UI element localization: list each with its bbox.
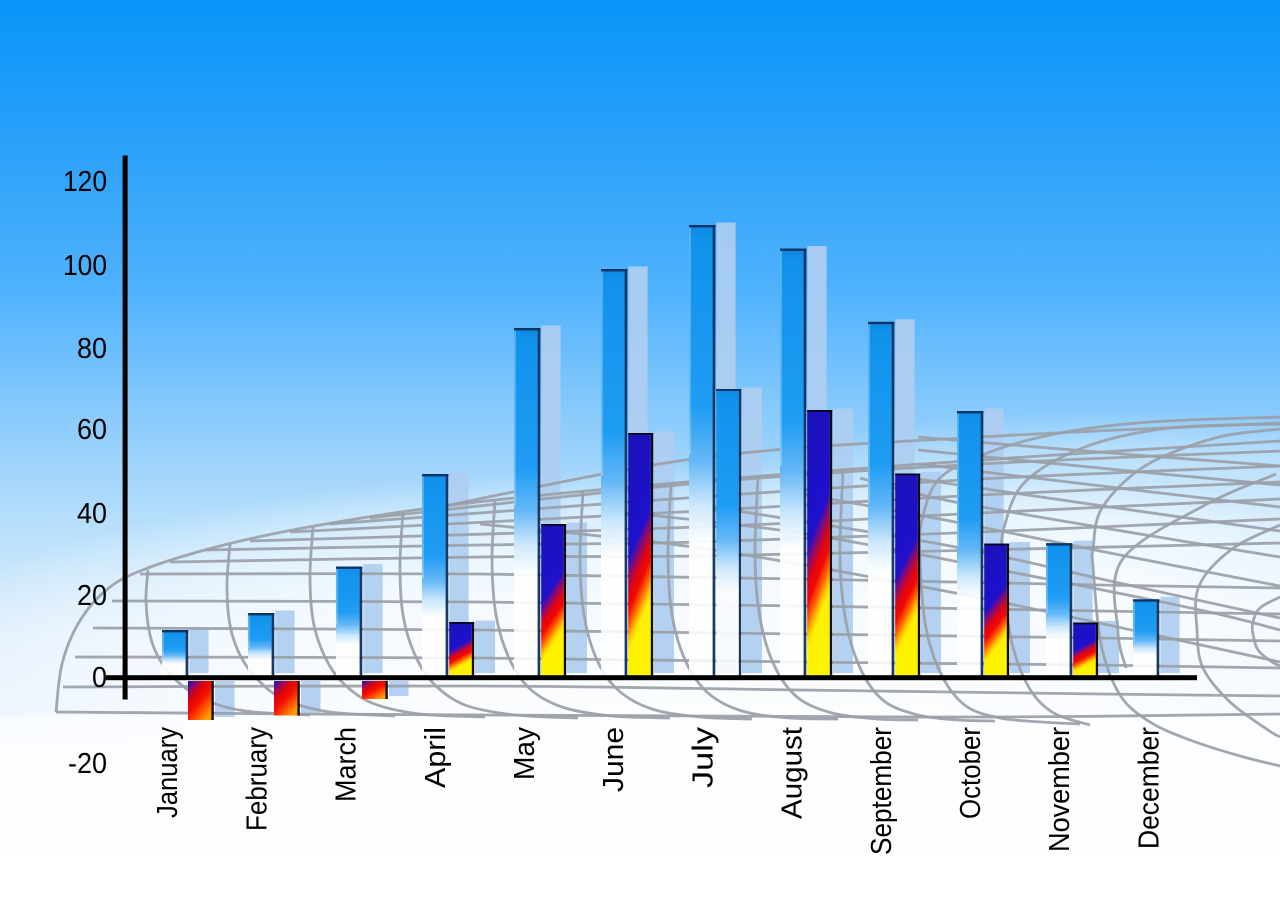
svg-text:60: 60 <box>77 414 107 446</box>
svg-text:September: September <box>866 727 898 855</box>
svg-text:100: 100 <box>63 250 107 282</box>
svg-text:April: April <box>420 727 452 788</box>
svg-text:0: 0 <box>92 662 107 694</box>
svg-text:20: 20 <box>77 580 107 612</box>
svg-text:-20: -20 <box>68 748 107 780</box>
svg-text:December: December <box>1133 727 1165 849</box>
svg-text:80: 80 <box>77 333 107 365</box>
svg-text:May: May <box>509 727 541 780</box>
svg-text:August: August <box>777 727 809 819</box>
svg-text:June: June <box>598 727 630 792</box>
svg-text:July: July <box>687 726 719 788</box>
svg-text:January: January <box>152 727 184 818</box>
svg-text:120: 120 <box>63 166 107 198</box>
svg-text:November: November <box>1044 727 1076 852</box>
svg-text:February: February <box>241 727 273 831</box>
svg-text:October: October <box>955 727 987 819</box>
svg-text:March: March <box>331 727 363 802</box>
svg-text:40: 40 <box>77 498 107 530</box>
